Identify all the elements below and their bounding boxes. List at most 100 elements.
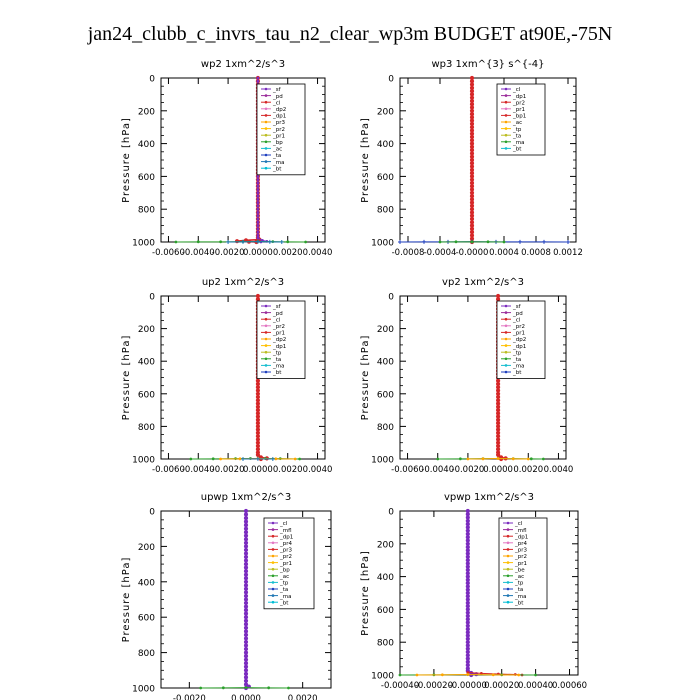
data-point <box>256 184 260 188</box>
data-point <box>466 457 470 461</box>
data-point <box>465 554 470 560</box>
legend: _cl_dp1_pr2_pr1_bp1_ac_tp_ta_ma_bt <box>496 83 546 156</box>
y-axis-label: Pressure [hPa] <box>360 335 371 421</box>
data-point <box>219 240 223 244</box>
legend-marker <box>504 133 508 137</box>
data-point <box>267 239 272 244</box>
legend-marker <box>264 133 268 137</box>
chart-panel-2: wp3 1xm^{3} s^{-4} Pressure [hPa] 0 200 400 6… <box>360 59 583 258</box>
data-point <box>495 434 501 439</box>
legend-entry: _tp <box>272 350 282 356</box>
legend-marker <box>271 600 275 604</box>
data-point <box>469 223 475 228</box>
panel-title: wp3 1xm^{3} s^{-4} <box>431 59 544 70</box>
y-tick-label: 1000 <box>371 239 394 249</box>
data-point <box>189 457 193 461</box>
data-point <box>469 115 475 120</box>
data-point <box>243 515 249 521</box>
legend-entry: _pr2 <box>279 554 292 560</box>
data-point <box>436 457 440 461</box>
x-tick-label: -0.00000 <box>449 681 487 691</box>
legend-entry: _ta <box>279 587 288 593</box>
data-point <box>243 664 249 669</box>
data-point <box>469 174 475 179</box>
data-point <box>255 430 261 436</box>
legend-marker <box>264 350 268 354</box>
data-point <box>243 625 249 630</box>
y-tick-label: 400 <box>138 358 155 368</box>
y-tick-label: 400 <box>377 140 394 150</box>
legend-marker <box>504 317 508 321</box>
data-point <box>469 85 475 90</box>
data-point <box>518 239 522 244</box>
data-point <box>243 523 249 528</box>
data-point <box>465 528 470 533</box>
data-point <box>255 394 261 400</box>
data-point <box>465 626 470 632</box>
legend-marker <box>264 166 268 170</box>
legend-marker <box>271 587 275 591</box>
y-tick-label: 800 <box>138 423 155 433</box>
y-tick-label: 0 <box>149 75 155 85</box>
legend-entry: _ac <box>512 120 522 126</box>
data-point <box>469 177 475 182</box>
legend: _sf_pd_cl_dp2_dp1_pr3_pr2_pr1_bp_ac_ta_m… <box>256 83 306 176</box>
legend-entry: _dp1 <box>272 114 286 120</box>
data-point <box>481 457 485 461</box>
y-tick-label: 1000 <box>132 685 155 695</box>
legend-marker <box>264 344 268 347</box>
legend-entry: _pr2 <box>272 324 285 330</box>
legend-entry: _cl <box>279 521 288 527</box>
x-tick-label: 0.0000 <box>231 694 261 700</box>
data-point <box>241 457 245 461</box>
data-point <box>469 171 475 176</box>
legend-marker <box>506 554 510 558</box>
data-point <box>256 76 260 80</box>
legend-marker <box>271 521 275 525</box>
legend-entry: _pr1 <box>272 133 285 139</box>
data-point <box>495 440 501 445</box>
y-tick-label: 200 <box>377 107 394 117</box>
y-tick-label: 800 <box>377 423 394 433</box>
data-point <box>495 391 501 396</box>
data-point <box>469 108 475 113</box>
data-point <box>270 457 275 461</box>
legend-entry: _bt <box>514 600 524 606</box>
data-point <box>279 240 284 244</box>
legend-marker <box>504 147 508 150</box>
data-point <box>465 597 470 602</box>
y-tick-label: 800 <box>377 206 394 216</box>
legend: _cl_mfl_dp1_pr4_pr3_pr2_pr1_be_ac_tp_ta_… <box>498 517 548 610</box>
data-point <box>469 187 475 192</box>
data-point <box>243 586 249 591</box>
data-point <box>466 671 470 674</box>
data-point <box>542 239 546 244</box>
data-point <box>502 240 506 244</box>
data-point <box>255 293 261 299</box>
data-point <box>495 381 501 387</box>
data-point <box>243 554 249 560</box>
data-point <box>495 394 501 400</box>
data-point <box>465 590 470 596</box>
data-point <box>255 440 261 445</box>
data-point <box>469 203 475 209</box>
data-point <box>243 547 249 553</box>
data-point <box>255 447 261 452</box>
data-point <box>469 125 475 130</box>
legend-entry: _ma <box>514 594 526 600</box>
legend-marker <box>506 594 510 597</box>
legend-entry: _cl <box>272 317 281 323</box>
data-point <box>255 297 261 302</box>
data-point <box>243 622 249 627</box>
data-point <box>243 615 249 620</box>
x-tick-label: -0.0020 <box>173 694 206 700</box>
data-point <box>479 671 483 675</box>
data-point <box>465 659 470 664</box>
legend-marker <box>504 350 508 354</box>
legend-entry: _ac <box>514 574 524 580</box>
data-point <box>243 508 249 514</box>
data-point <box>304 240 308 244</box>
data-point <box>255 378 261 383</box>
data-point <box>256 234 260 237</box>
y-tick-label: 600 <box>377 606 394 616</box>
